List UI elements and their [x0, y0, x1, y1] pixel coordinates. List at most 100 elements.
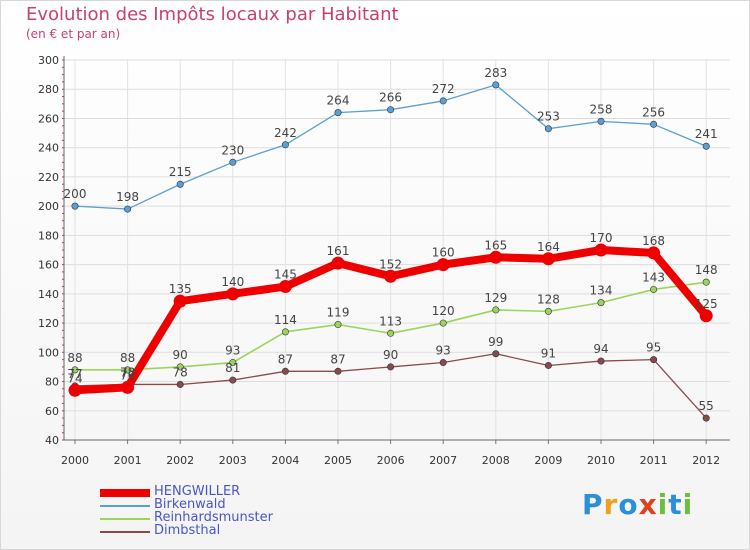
data-point-hengwiller	[436, 258, 450, 272]
data-label-birkenwald: 266	[379, 91, 402, 105]
data-point-hengwiller	[541, 252, 555, 266]
logo-letter: o	[618, 488, 639, 521]
data-label-reinhardsmunster: 148	[695, 263, 718, 277]
data-label-dimbsthal: 94	[593, 342, 608, 356]
data-point-birkenwald	[650, 120, 658, 128]
data-label-dimbsthal: 87	[330, 352, 345, 366]
chart-subtitle: (en € et par an)	[26, 27, 121, 41]
data-point-birkenwald	[544, 125, 552, 133]
legend-label: Birkenwald	[154, 497, 226, 512]
data-point-hengwiller	[384, 269, 398, 283]
legend-label: HENGWILLER	[154, 484, 241, 499]
data-point-hengwiller	[278, 280, 292, 294]
data-label-birkenwald: 253	[537, 110, 560, 124]
data-label-hengwiller: 140	[221, 275, 244, 289]
data-point-hengwiller	[594, 243, 608, 257]
data-label-reinhardsmunster: 93	[225, 344, 240, 358]
data-label-hengwiller: 168	[642, 234, 665, 248]
data-point-birkenwald	[124, 205, 132, 213]
data-label-hengwiller: 76	[120, 368, 135, 382]
data-point-hengwiller	[331, 256, 345, 270]
data-label-hengwiller: 135	[169, 282, 192, 296]
x-tick-label: 2011	[640, 454, 668, 467]
data-point-reinhardsmunster	[229, 359, 237, 367]
y-tick-label: 60	[45, 405, 59, 418]
data-label-hengwiller: 125	[695, 297, 718, 311]
x-tick-label: 2010	[587, 454, 615, 467]
data-label-reinhardsmunster: 119	[327, 306, 350, 320]
data-label-birkenwald: 230	[221, 143, 244, 157]
data-point-hengwiller	[68, 383, 82, 397]
data-point-reinhardsmunster	[702, 278, 710, 286]
data-point-reinhardsmunster	[124, 366, 132, 374]
data-point-reinhardsmunster	[439, 319, 447, 327]
data-point-reinhardsmunster	[334, 321, 342, 329]
y-tick-label: 180	[38, 229, 59, 242]
legend-swatch	[100, 518, 150, 520]
data-label-hengwiller: 145	[274, 268, 297, 282]
logo-letter: t	[668, 488, 683, 521]
data-label-hengwiller: 152	[379, 257, 402, 271]
data-point-reinhardsmunster	[387, 329, 395, 337]
data-point-birkenwald	[702, 142, 710, 150]
data-point-reinhardsmunster	[176, 363, 184, 371]
data-label-hengwiller: 165	[484, 238, 507, 252]
data-label-birkenwald: 242	[274, 126, 297, 140]
data-label-hengwiller: 170	[590, 231, 613, 245]
data-label-hengwiller: 164	[537, 240, 560, 254]
data-point-reinhardsmunster	[597, 299, 605, 307]
data-label-dimbsthal: 81	[225, 361, 240, 375]
data-label-birkenwald: 200	[64, 187, 87, 201]
data-point-reinhardsmunster	[71, 366, 79, 374]
data-label-reinhardsmunster: 113	[379, 314, 402, 328]
data-label-dimbsthal: 90	[383, 348, 398, 362]
y-tick-label: 200	[38, 200, 59, 213]
data-point-birkenwald	[387, 106, 395, 114]
legend-label: Dimbsthal	[154, 523, 221, 538]
logo-letter: i	[682, 488, 694, 521]
logo-letter: r	[603, 488, 619, 521]
data-label-reinhardsmunster: 88	[120, 351, 135, 365]
proxiti-logo: Proxiti	[582, 488, 693, 521]
data-point-reinhardsmunster	[281, 328, 289, 336]
data-label-reinhardsmunster: 88	[67, 351, 82, 365]
data-point-dimbsthal	[650, 356, 658, 364]
data-label-birkenwald: 272	[432, 82, 455, 96]
data-point-dimbsthal	[702, 414, 710, 422]
y-tick-label: 240	[38, 142, 59, 155]
y-tick-label: 80	[45, 376, 59, 389]
data-label-birkenwald: 256	[642, 105, 665, 119]
data-point-reinhardsmunster	[544, 307, 552, 315]
data-label-hengwiller: 74	[67, 371, 82, 385]
data-label-reinhardsmunster: 120	[432, 304, 455, 318]
data-label-dimbsthal: 93	[436, 344, 451, 358]
x-tick-label: 2000	[61, 454, 89, 467]
data-label-birkenwald: 241	[695, 127, 718, 141]
x-tick-label: 2008	[482, 454, 510, 467]
x-tick-label: 2007	[429, 454, 457, 467]
data-label-birkenwald: 264	[327, 94, 350, 108]
x-tick-label: 2002	[166, 454, 194, 467]
data-label-reinhardsmunster: 114	[274, 313, 297, 327]
y-tick-label: 100	[38, 346, 59, 359]
data-point-birkenwald	[281, 141, 289, 149]
data-label-reinhardsmunster: 143	[642, 270, 665, 284]
data-point-birkenwald	[71, 202, 79, 210]
legend-label: Reinhardsmunster	[154, 510, 273, 525]
data-point-hengwiller	[699, 309, 713, 323]
data-label-birkenwald: 258	[590, 102, 613, 116]
y-tick-label: 40	[45, 434, 59, 447]
y-tick-label: 280	[38, 83, 59, 96]
x-tick-label: 2009	[534, 454, 562, 467]
chart-title: Evolution des Impôts locaux par Habitant	[26, 4, 399, 25]
data-point-dimbsthal	[281, 367, 289, 375]
data-point-dimbsthal	[439, 359, 447, 367]
data-label-birkenwald: 198	[116, 190, 139, 204]
data-point-reinhardsmunster	[650, 285, 658, 293]
data-point-birkenwald	[492, 81, 500, 89]
data-label-dimbsthal: 78	[120, 365, 135, 379]
data-point-hengwiller	[226, 287, 240, 301]
data-point-birkenwald	[597, 117, 605, 125]
data-point-dimbsthal	[176, 380, 184, 388]
